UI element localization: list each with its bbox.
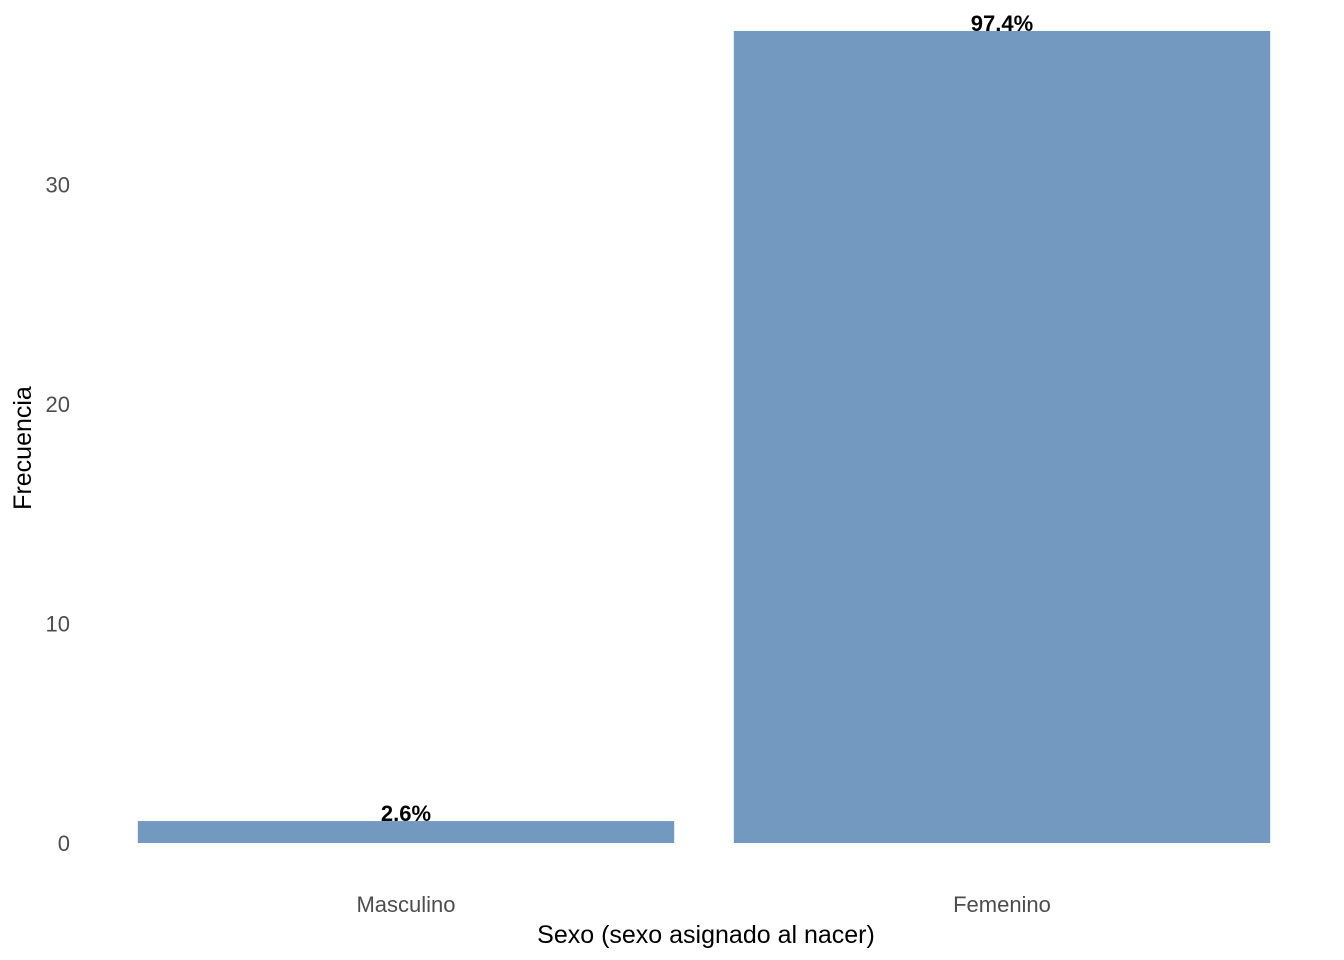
data-label-femenino: 97.4%: [971, 11, 1033, 36]
y-tick-label: 0: [58, 831, 70, 856]
x-axis-title: Sexo (sexo asignado al nacer): [537, 921, 875, 949]
y-tick-label: 10: [46, 612, 70, 637]
y-tick-label: 20: [46, 392, 70, 417]
x-axis-ticks: Masculino Femenino: [356, 892, 1050, 917]
data-label-masculino: 2.6%: [381, 801, 431, 826]
y-axis-ticks: 0 10 20 30: [46, 173, 70, 856]
y-tick-label: 30: [46, 173, 70, 198]
x-tick-label-masculino: Masculino: [356, 892, 455, 917]
bar-femenino: [733, 30, 1271, 843]
data-labels: 2.6% 97.4%: [381, 11, 1033, 826]
x-tick-label-femenino: Femenino: [953, 892, 1051, 917]
bars: [137, 30, 1271, 843]
y-axis-title: Frecuencia: [9, 386, 37, 510]
bar-masculino: [137, 821, 675, 843]
